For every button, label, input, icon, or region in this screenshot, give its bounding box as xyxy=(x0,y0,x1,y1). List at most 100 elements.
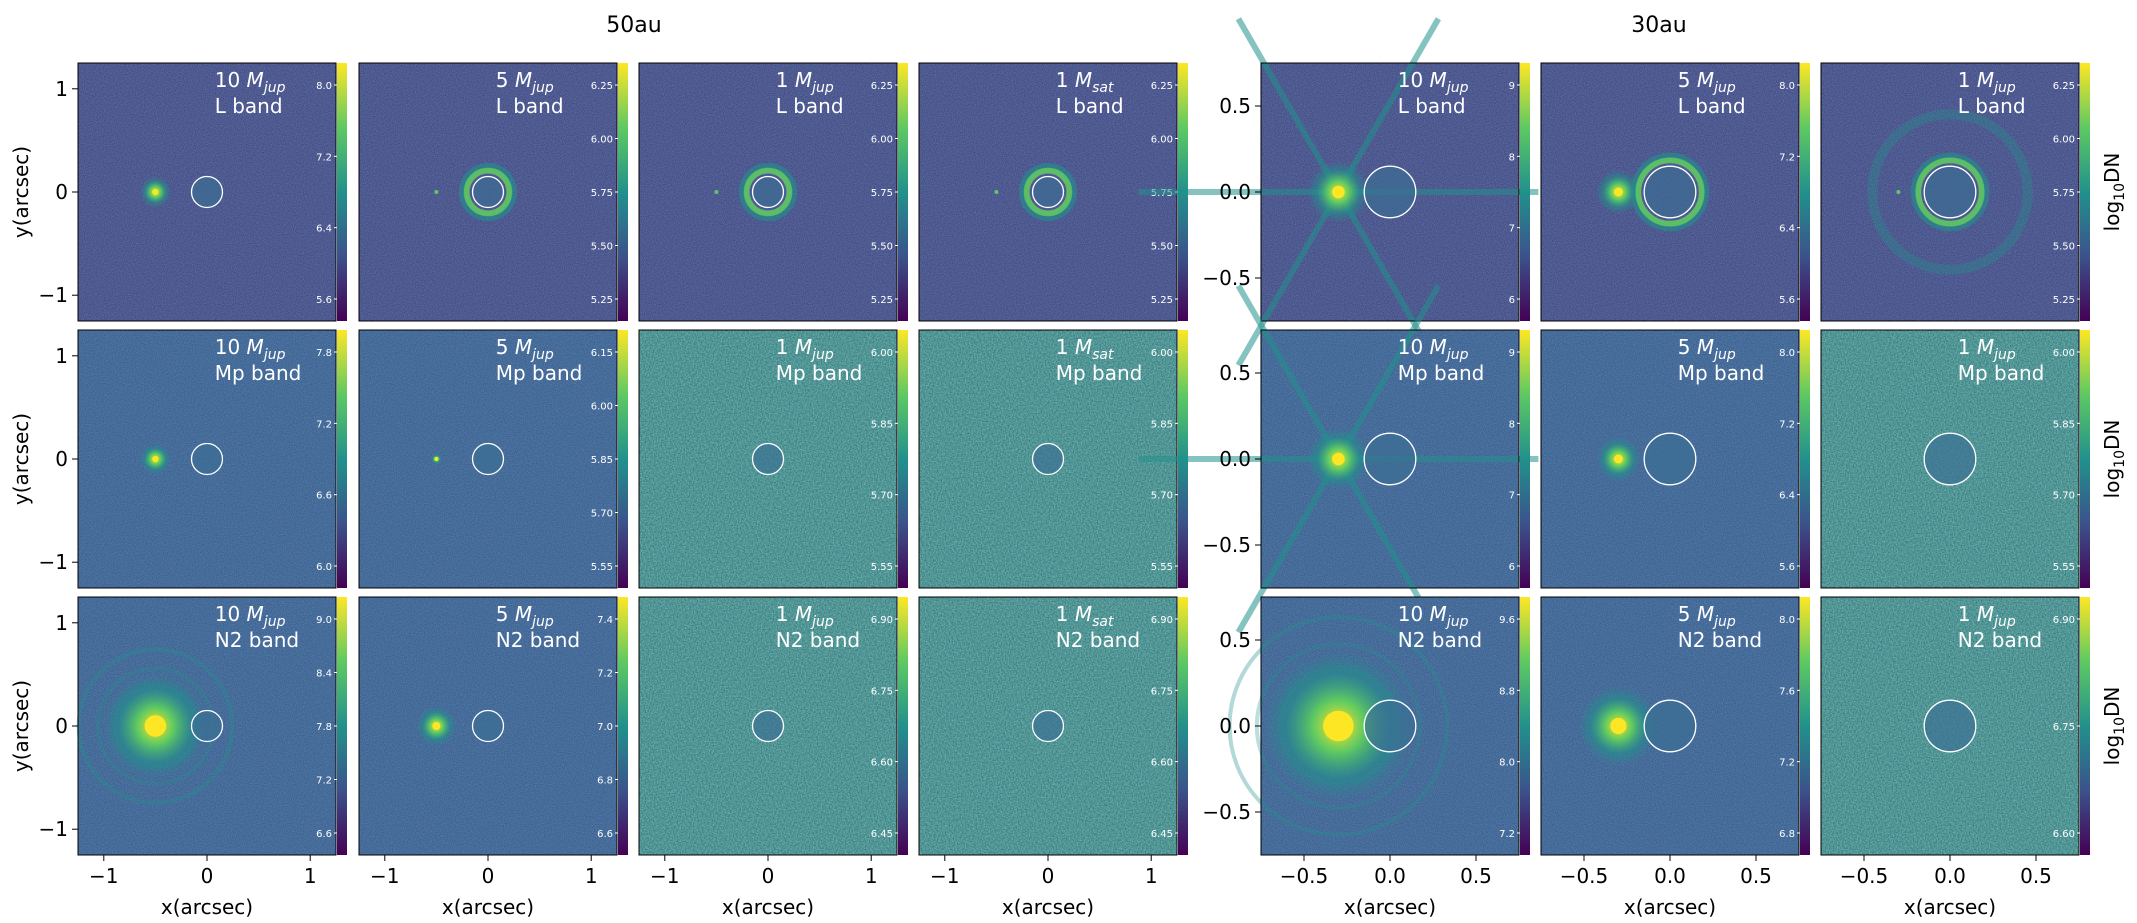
colorbar-tick-label: 9.6 xyxy=(1499,615,1515,626)
colorbar-tick-label: 5.75 xyxy=(591,188,613,199)
colorbar-tick-label: 5.85 xyxy=(871,419,893,430)
psf-core xyxy=(1332,185,1345,199)
colorbar xyxy=(1520,63,1530,321)
x-tick-label: 0.5 xyxy=(1740,864,1772,888)
panel-title-mass: 1 Msat xyxy=(1056,68,1114,96)
colorbar xyxy=(2080,63,2090,321)
y-tick-label: 1 xyxy=(55,344,68,368)
colorbar-tick-label: 6.00 xyxy=(871,135,893,146)
y-tick-label: 0 xyxy=(55,714,68,738)
colorbar-tick-label: 5.75 xyxy=(2053,188,2075,199)
panel-title-mass: 5 Mjup xyxy=(1678,335,1736,363)
group-title-50au: 50au xyxy=(606,13,661,38)
y-tick-label: 0 xyxy=(55,180,68,204)
y-tick-label: 0.0 xyxy=(1219,180,1251,204)
colorbar-tick-label: 7 xyxy=(1509,224,1515,235)
panel-frame xyxy=(1540,62,1800,322)
panel-title-mass: 1 Msat xyxy=(1056,335,1114,363)
mask-circle xyxy=(471,709,505,743)
x-tick-label: 0 xyxy=(1042,864,1055,888)
colorbar xyxy=(2080,330,2090,588)
colorbar-tick-label: 6.00 xyxy=(2053,348,2075,359)
colorbar-tick-label: 7.2 xyxy=(316,152,332,163)
colorbar-tick-label: 6.25 xyxy=(1151,81,1173,92)
colorbar-tick-label: 5.50 xyxy=(2053,242,2075,253)
psf-core xyxy=(434,190,439,194)
x-tick-label: 0.0 xyxy=(1374,864,1406,888)
x-tick-label: 0 xyxy=(201,864,214,888)
y-tick-label: 0.5 xyxy=(1219,628,1251,652)
panel-title-mass: 10 Mjup xyxy=(1398,602,1469,630)
colorbar-tick-label: 6.00 xyxy=(871,348,893,359)
colorbar-tick-label: 6.60 xyxy=(871,758,893,769)
colorbar-tick-label: 5.50 xyxy=(871,242,893,253)
x-axis-label: x(arcsec) xyxy=(442,895,534,919)
colorbar xyxy=(1520,597,1530,855)
mask-circle xyxy=(1363,432,1417,486)
group-title-30au: 30au xyxy=(1631,13,1686,38)
colorbar xyxy=(898,330,908,588)
mask-circle xyxy=(1923,165,1977,219)
psf-ring xyxy=(76,647,235,805)
planet-halo-outer xyxy=(739,163,797,221)
psf-core xyxy=(1610,717,1627,735)
colorbar-tick-label: 6.0 xyxy=(316,562,332,573)
colorbar xyxy=(898,597,908,855)
colorbar-tick-label: 6.25 xyxy=(591,81,613,92)
panel-frame xyxy=(1820,329,2080,589)
colorbar-tick-label: 6.00 xyxy=(591,135,613,146)
x-tick-label: −1 xyxy=(650,864,679,888)
colorbar xyxy=(618,597,628,855)
panel-title-band: N2 band xyxy=(215,628,299,652)
mask-circle xyxy=(190,175,224,209)
x-tick-label: −0.5 xyxy=(1560,864,1609,888)
panel-frame xyxy=(638,329,898,589)
x-tick-label: 0 xyxy=(482,864,495,888)
planet-halo-outer xyxy=(1910,152,1990,232)
colorbar xyxy=(618,63,628,321)
colorbar-tick-label: 8.0 xyxy=(1779,348,1795,359)
colorbar-tick-label: 5.25 xyxy=(2053,295,2075,306)
y-tick-label: 1 xyxy=(55,77,68,101)
colorbar-tick-label: 8 xyxy=(1509,152,1515,163)
colorbar-tick-label: 7.4 xyxy=(597,615,613,626)
colorbar-axis-label: log10DN xyxy=(2100,153,2128,232)
mask-circle xyxy=(1363,699,1417,753)
psf-core xyxy=(152,188,159,196)
mask-circle xyxy=(751,709,785,743)
planet-outer-ring xyxy=(1867,109,2033,275)
colorbar-tick-label: 7.0 xyxy=(597,722,613,733)
colorbar-tick-label: 6.25 xyxy=(871,81,893,92)
panel-title-band: N2 band xyxy=(1678,628,1762,652)
colorbar-tick-label: 7 xyxy=(1509,491,1515,502)
x-tick-label: 1 xyxy=(585,864,598,888)
colorbar-tick-label: 6.6 xyxy=(316,491,332,502)
panel-frame xyxy=(1540,329,1800,589)
panel-title-band: N2 band xyxy=(776,628,860,652)
mask-circle xyxy=(1031,709,1065,743)
x-tick-label: 0.0 xyxy=(1654,864,1686,888)
y-tick-label: 0.0 xyxy=(1219,714,1251,738)
panel-title-band: L band xyxy=(1678,94,1746,118)
x-axis-label: x(arcsec) xyxy=(1904,895,1996,919)
colorbar-tick-label: 5.70 xyxy=(1151,491,1173,502)
colorbar xyxy=(1800,330,1810,588)
colorbar-tick-label: 6.8 xyxy=(1779,829,1795,840)
colorbar-axis-label: log10DN xyxy=(2100,420,2128,499)
panel-title-band: Mp band xyxy=(1678,361,1765,385)
y-tick-label: 0.5 xyxy=(1219,361,1251,385)
psf-core xyxy=(1323,710,1354,742)
colorbar-tick-label: 5.50 xyxy=(1151,242,1173,253)
colorbar-tick-label: 5.75 xyxy=(871,188,893,199)
